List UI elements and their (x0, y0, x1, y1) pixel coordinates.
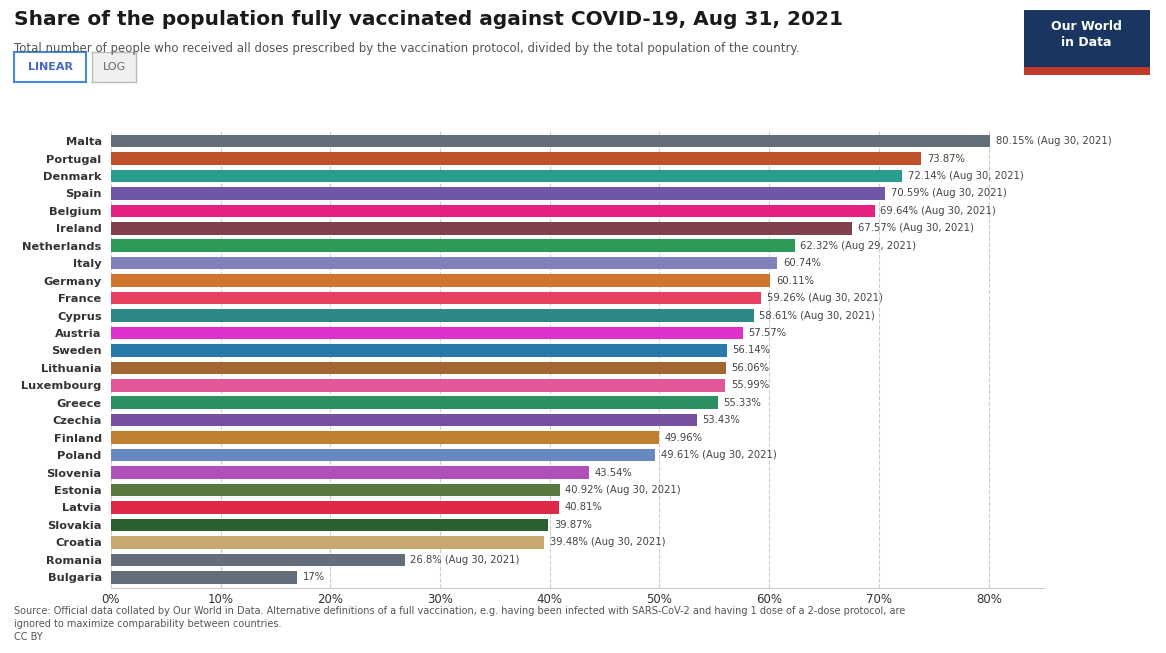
Bar (111, 135, 990, 148)
Bar (111, 484, 560, 496)
Bar (111, 554, 405, 566)
Text: 58.61% (Aug 30, 2021): 58.61% (Aug 30, 2021) (759, 311, 876, 321)
Text: 40.81%: 40.81% (564, 502, 602, 513)
Text: Total number of people who received all doses prescribed by the vaccination prot: Total number of people who received all … (14, 42, 800, 56)
Bar (111, 204, 874, 217)
Text: Our World
in Data: Our World in Data (1052, 20, 1122, 49)
Bar (111, 152, 921, 165)
Bar (111, 501, 559, 514)
Bar (111, 292, 761, 304)
Text: 56.06%: 56.06% (731, 363, 770, 373)
Text: 60.11%: 60.11% (775, 276, 814, 285)
Text: 43.54%: 43.54% (593, 468, 632, 477)
Bar (111, 326, 743, 340)
Text: 56.14%: 56.14% (732, 345, 771, 355)
Text: 62.32% (Aug 29, 2021): 62.32% (Aug 29, 2021) (800, 241, 916, 251)
Bar (111, 240, 795, 252)
Text: 40.92% (Aug 30, 2021): 40.92% (Aug 30, 2021) (566, 485, 681, 495)
Text: LOG: LOG (103, 62, 126, 72)
Bar (111, 518, 548, 531)
Text: 53.43%: 53.43% (703, 415, 740, 425)
Bar (111, 362, 726, 374)
Text: 49.61% (Aug 30, 2021): 49.61% (Aug 30, 2021) (661, 450, 777, 460)
Text: 80.15% (Aug 30, 2021): 80.15% (Aug 30, 2021) (996, 136, 1111, 146)
Bar (111, 344, 726, 357)
Text: 67.57% (Aug 30, 2021): 67.57% (Aug 30, 2021) (858, 223, 974, 233)
Text: Share of the population fully vaccinated against COVID-19, Aug 31, 2021: Share of the population fully vaccinated… (14, 10, 843, 29)
Bar (111, 170, 902, 182)
Text: 59.26% (Aug 30, 2021): 59.26% (Aug 30, 2021) (766, 293, 883, 303)
Bar (111, 274, 771, 287)
Text: 39.87%: 39.87% (554, 520, 591, 530)
Text: 60.74%: 60.74% (782, 258, 821, 268)
Text: 17%: 17% (303, 572, 325, 582)
Text: 72.14% (Aug 30, 2021): 72.14% (Aug 30, 2021) (908, 171, 1024, 181)
Bar (111, 257, 778, 270)
Text: 39.48% (Aug 30, 2021): 39.48% (Aug 30, 2021) (549, 537, 665, 547)
Text: 69.64% (Aug 30, 2021): 69.64% (Aug 30, 2021) (880, 206, 996, 216)
Bar (111, 310, 754, 322)
Bar (1024, 67, 1150, 75)
Bar (111, 449, 655, 462)
Bar (111, 432, 659, 444)
Text: LINEAR: LINEAR (28, 62, 72, 72)
Text: 55.99%: 55.99% (731, 380, 768, 390)
Bar (111, 466, 589, 479)
Bar (111, 571, 297, 584)
Text: 26.8% (Aug 30, 2021): 26.8% (Aug 30, 2021) (410, 555, 520, 565)
Text: 49.96%: 49.96% (665, 433, 703, 443)
Bar (111, 536, 545, 549)
Bar (111, 396, 718, 409)
Text: 70.59% (Aug 30, 2021): 70.59% (Aug 30, 2021) (891, 189, 1006, 199)
Text: 73.87%: 73.87% (927, 153, 964, 163)
Bar (111, 222, 852, 234)
Bar (111, 379, 725, 392)
Text: 57.57%: 57.57% (749, 328, 786, 338)
Text: 55.33%: 55.33% (723, 398, 761, 407)
Text: Source: Official data collated by Our World in Data. Alternative definitions of : Source: Official data collated by Our Wo… (14, 606, 905, 643)
Bar (111, 187, 885, 200)
Bar (111, 414, 697, 426)
